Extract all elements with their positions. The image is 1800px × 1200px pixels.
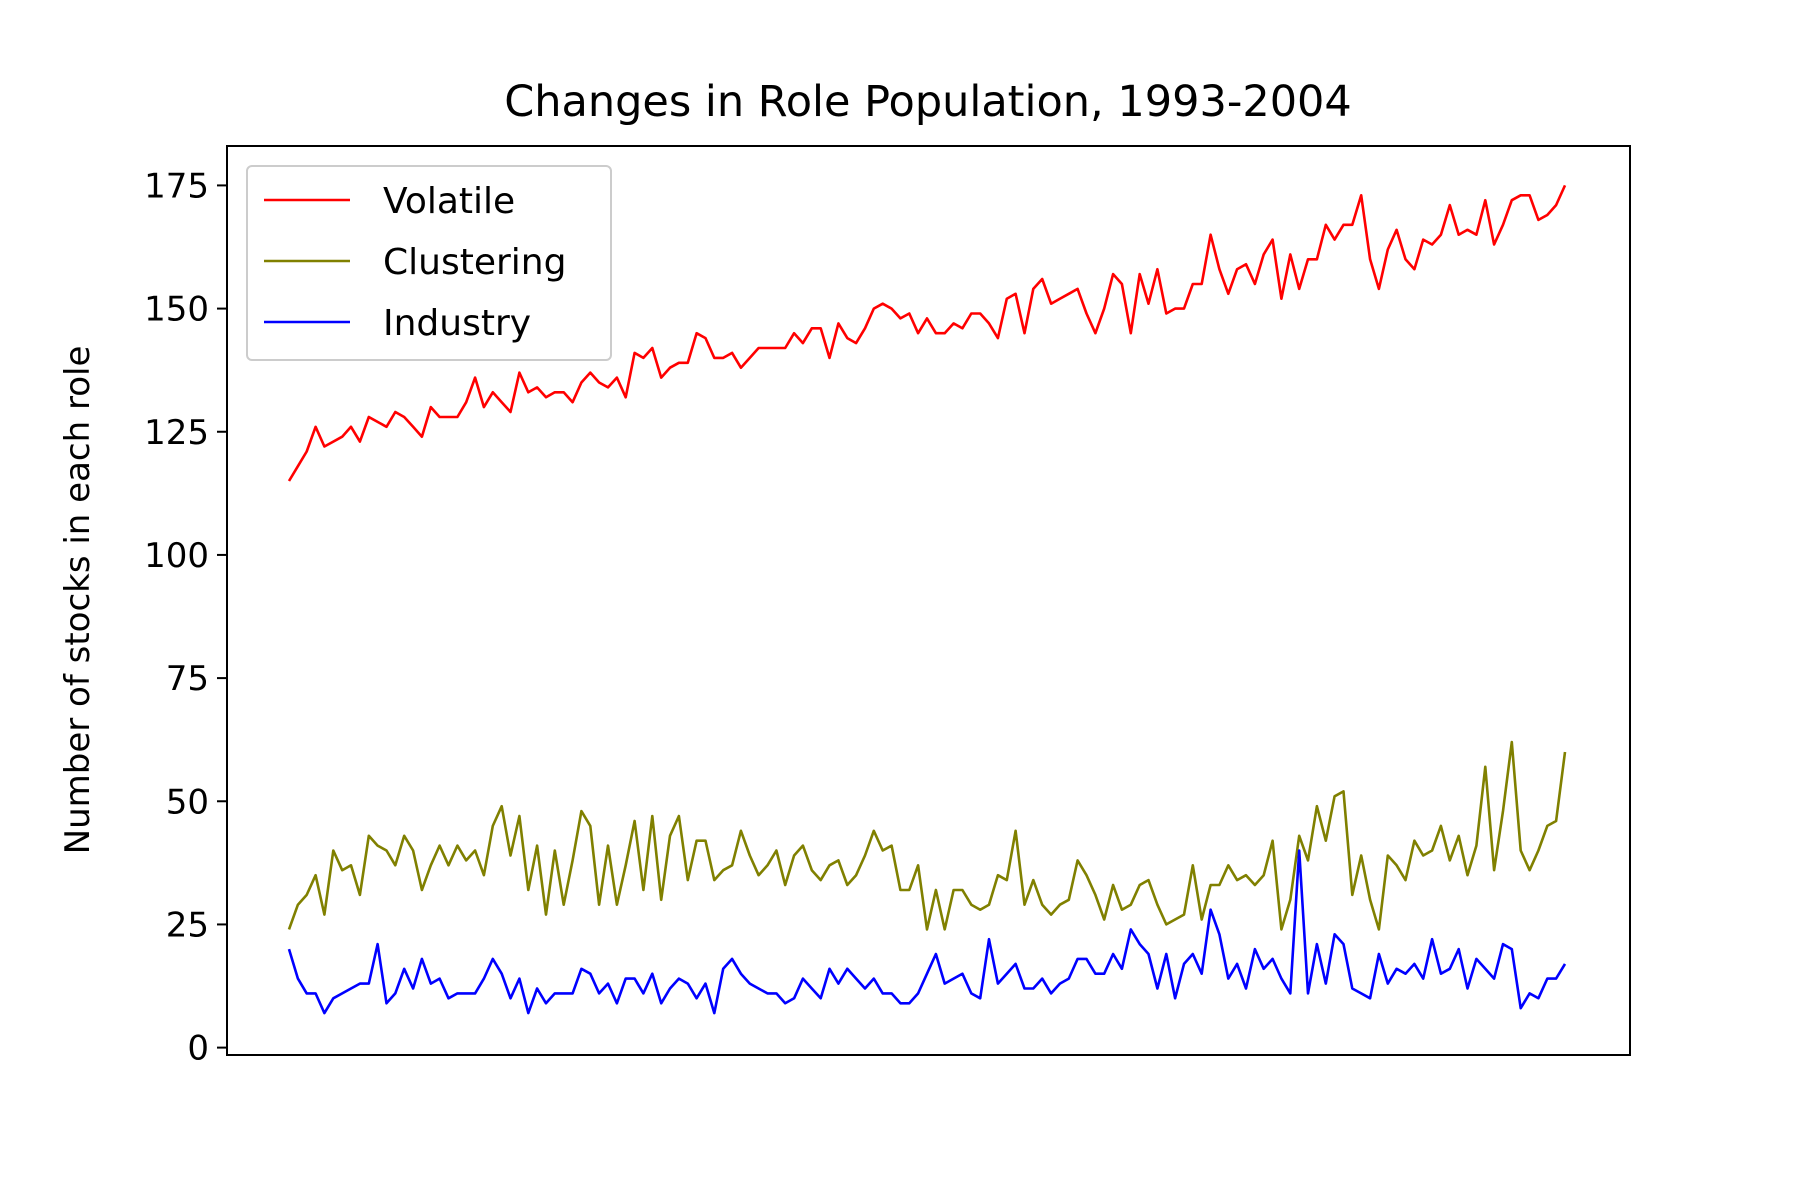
series-line-industry [287, 849, 1567, 1015]
legend: Volatile Clustering Industry [246, 165, 612, 361]
y-tick-label-75: 75 [166, 659, 209, 699]
y-axis-ticks: 0 25 50 75 100 125 150 175 [144, 166, 227, 1069]
series-line-volatile [287, 184, 1567, 482]
legend-label-volatile: Volatile [383, 181, 515, 222]
y-tick-label-0: 0 [187, 1029, 209, 1069]
legend-label-industry: Industry [383, 303, 531, 344]
y-axis-label: Number of stocks in each role [58, 346, 98, 855]
y-tick-label-50: 50 [166, 782, 209, 822]
y-tick-label-100: 100 [144, 536, 209, 576]
series-line-clustering [287, 740, 1567, 931]
plot-lines [287, 184, 1567, 1015]
chart-title: Changes in Role Population, 1993-2004 [504, 77, 1352, 127]
legend-box [246, 165, 612, 361]
y-tick-label-125: 125 [144, 413, 209, 453]
legend-label-clustering: Clustering [383, 242, 566, 283]
y-tick-label-175: 175 [144, 166, 209, 206]
y-tick-label-150: 150 [144, 290, 209, 330]
plot-frame [226, 145, 1631, 1056]
y-tick-label-25: 25 [166, 905, 209, 945]
